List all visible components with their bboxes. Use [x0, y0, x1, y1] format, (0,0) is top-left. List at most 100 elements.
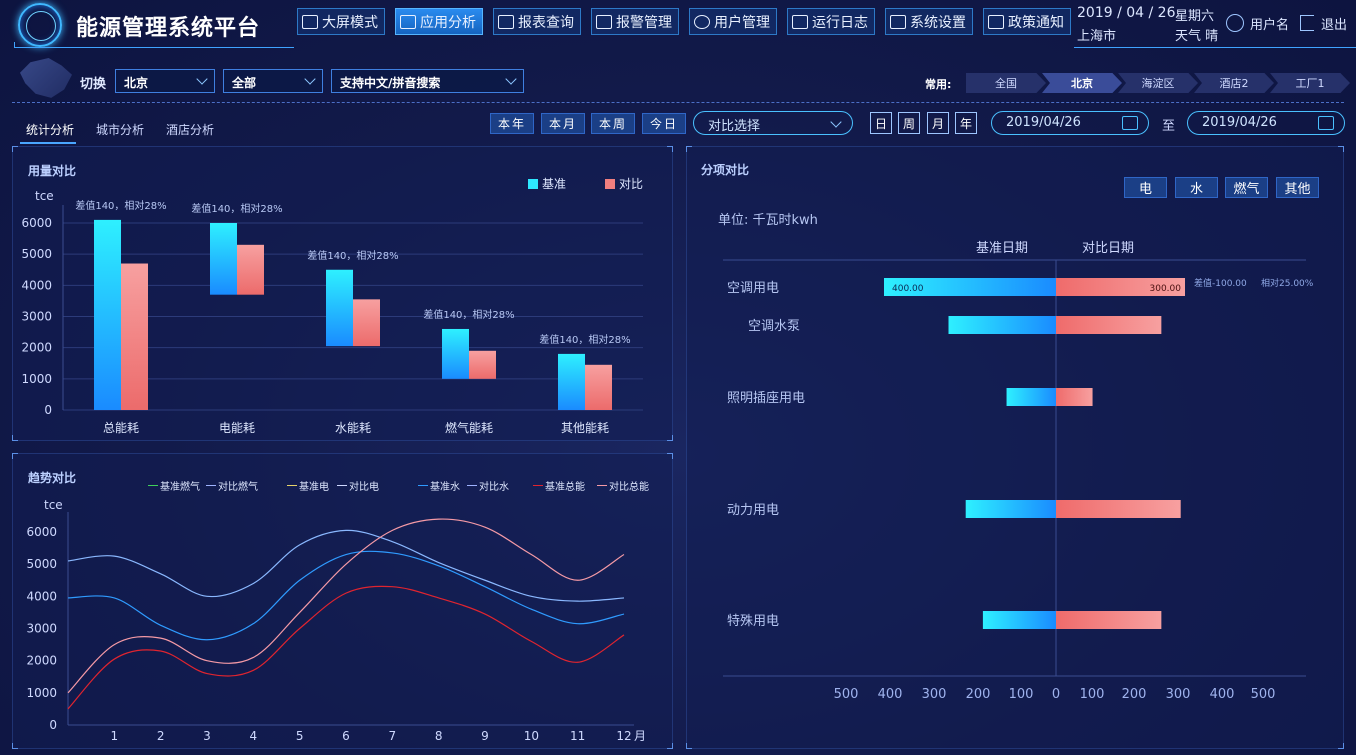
x-tick-label: 400 — [878, 687, 903, 702]
y-tick-label: 3000 — [26, 622, 57, 636]
x-tick-label: 0 — [1052, 687, 1060, 702]
category-electric-button[interactable]: 电 — [1124, 177, 1167, 198]
ratio-annotation: 相对25.00% — [1261, 277, 1314, 289]
legend-entry[interactable]: 基准总能 — [533, 478, 585, 493]
legend-entry[interactable]: 基准水 — [418, 478, 460, 493]
bar-base[interactable] — [558, 353, 585, 410]
city-select[interactable]: 北京 — [115, 69, 215, 93]
bar-annotation: 差值140，相对28% — [307, 249, 398, 262]
bar-base[interactable] — [884, 278, 1056, 296]
split-bar-chart: 空调用电 400.00 300.00 差值-100.00 相对25.00% 空调水泵照明插… — [723, 259, 1314, 702]
header-decoration-line — [1074, 47, 1356, 48]
x-tick-label: 总能耗 — [103, 421, 139, 435]
logout-icon[interactable] — [1300, 15, 1314, 31]
nav-run-log[interactable]: 运行日志 — [787, 8, 875, 35]
legend-entry[interactable]: 基准燃气 — [148, 478, 200, 493]
bar-base[interactable] — [948, 316, 1057, 334]
period-year-button[interactable]: 本年 — [490, 113, 534, 134]
crumb-haidian[interactable]: 海淀区 — [1118, 73, 1198, 93]
unit-week-button[interactable]: 周 — [898, 112, 920, 134]
date-range-separator: 至 — [1162, 119, 1176, 134]
unit-day-button[interactable]: 日 — [870, 112, 892, 134]
legend-entry[interactable]: 对比电 — [337, 478, 379, 493]
date-from-input[interactable]: 2019/04/26 — [991, 111, 1149, 135]
bar-base[interactable] — [442, 328, 469, 379]
nav-policy-notice[interactable]: 政策通知 — [983, 8, 1071, 35]
crumb-factory1[interactable]: 工厂1 — [1270, 73, 1350, 93]
category-other-button[interactable]: 其他 — [1276, 177, 1319, 198]
unit-year-button[interactable]: 年 — [955, 112, 977, 134]
x-axis-unit: 月 — [634, 729, 646, 743]
x-tick-label: 9 — [481, 729, 489, 743]
bar-base[interactable] — [94, 219, 121, 410]
crumb-hotel2[interactable]: 酒店2 — [1194, 73, 1274, 93]
bar-compare[interactable] — [1056, 316, 1162, 334]
nav-system-settings[interactable]: 系统设置 — [885, 8, 973, 35]
bar-value-label: 400.00 — [892, 284, 924, 294]
bar-compare[interactable] — [1056, 388, 1093, 406]
split-panel — [686, 146, 1344, 749]
bar-compare[interactable] — [1056, 278, 1185, 296]
date-to-input[interactable]: 2019/04/26 — [1187, 111, 1345, 135]
period-today-button[interactable]: 今日 — [642, 113, 686, 134]
series-line[interactable] — [67, 518, 625, 694]
tab-hotel[interactable]: 酒店分析 — [166, 123, 215, 137]
legend-entry[interactable]: 对比水 — [467, 478, 509, 493]
tab-statistics[interactable]: 统计分析 — [20, 121, 77, 144]
chart-icon — [498, 14, 514, 29]
calendar-icon[interactable] — [1122, 116, 1138, 130]
search-select[interactable]: 支持中文/拼音搜索 — [331, 69, 524, 93]
avatar-icon[interactable] — [1226, 14, 1244, 32]
crumb-national[interactable]: 全国 — [966, 73, 1046, 93]
bar-base[interactable] — [210, 223, 237, 295]
y-tick-label: 1000 — [21, 372, 52, 386]
bar-base[interactable] — [1006, 388, 1056, 406]
legend-entry[interactable]: 基准电 — [287, 478, 329, 493]
compare-select[interactable]: 对比选择 — [693, 111, 853, 135]
top-header: 能源管理系统平台 大屏模式 应用分析 报表查询 报警管理 用户管理 运行日志 系… — [0, 0, 1356, 56]
cube-icon — [400, 14, 416, 29]
period-month-button[interactable]: 本月 — [541, 113, 585, 134]
bar-base[interactable] — [965, 500, 1056, 518]
y-axis-label: tce — [44, 498, 63, 512]
bar-compare[interactable] — [1056, 611, 1162, 629]
crumb-beijing[interactable]: 北京 — [1042, 73, 1122, 93]
title-decoration — [14, 42, 294, 48]
nav-user-management[interactable]: 用户管理 — [689, 8, 777, 35]
y-tick-label: 0 — [44, 403, 52, 417]
tab-city[interactable]: 城市分析 — [96, 123, 145, 137]
bar-compare[interactable] — [1056, 500, 1181, 518]
legend-entry[interactable]: 对比总能 — [597, 478, 649, 493]
category-water-button[interactable]: 水 — [1175, 177, 1218, 198]
unit-month-button[interactable]: 月 — [927, 112, 949, 134]
bar-compare[interactable] — [237, 244, 264, 295]
x-tick-label: 500 — [1251, 687, 1276, 702]
x-tick-label: 燃气能耗 — [445, 420, 493, 435]
bar-annotation: 差值140，相对28% — [539, 333, 630, 346]
x-tick-label: 100 — [1009, 687, 1034, 702]
series-line[interactable] — [67, 585, 625, 710]
y-tick-label: 4000 — [26, 589, 57, 603]
alarm-icon — [596, 14, 612, 29]
logout-button[interactable]: 退出 — [1321, 18, 1348, 33]
x-tick-label: 3 — [203, 729, 211, 743]
series-line[interactable] — [67, 550, 625, 641]
category-gas-button[interactable]: 燃气 — [1225, 177, 1268, 198]
bar-base[interactable] — [326, 269, 353, 347]
series-line[interactable] — [67, 529, 625, 602]
bar-compare[interactable] — [121, 263, 148, 410]
x-tick-label: 8 — [435, 729, 443, 743]
bar-compare[interactable] — [353, 299, 380, 347]
bar-compare[interactable] — [585, 364, 612, 410]
calendar-icon[interactable] — [1318, 116, 1334, 130]
nav-alarm-management[interactable]: 报警管理 — [591, 8, 679, 35]
scope-select[interactable]: 全部 — [223, 69, 323, 93]
nav-app-analysis[interactable]: 应用分析 — [395, 8, 483, 35]
bar-compare[interactable] — [469, 350, 496, 379]
legend-entry[interactable]: 对比燃气 — [206, 478, 258, 493]
bar-base[interactable] — [982, 611, 1056, 629]
nav-big-screen[interactable]: 大屏模式 — [297, 8, 385, 35]
user-name[interactable]: 用户名 — [1250, 18, 1290, 33]
period-week-button[interactable]: 本周 — [591, 113, 635, 134]
nav-report-query[interactable]: 报表查询 — [493, 8, 581, 35]
